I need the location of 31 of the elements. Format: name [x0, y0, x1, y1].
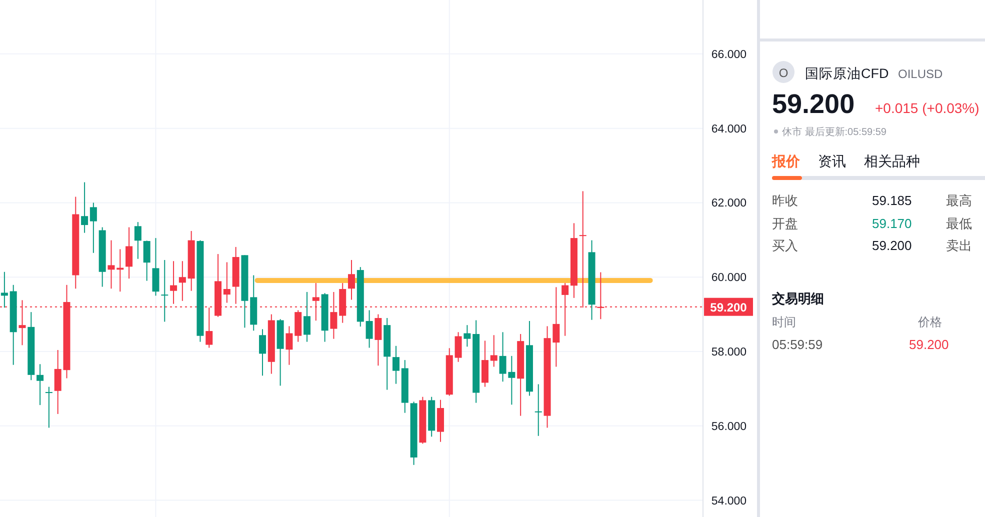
text: 59.170: [872, 216, 912, 231]
text: O: [778, 66, 788, 80]
text: 59.200: [872, 238, 912, 253]
text: +0.015 (+0.03%): [875, 100, 980, 116]
ref-line-label: 59.200: [710, 300, 748, 314]
text: 价格: [917, 315, 942, 329]
text: 59.200: [772, 89, 855, 119]
text: 交易明细: [771, 291, 824, 306]
text: 资讯: [818, 153, 846, 169]
y-tick-label: 64.000: [711, 123, 747, 136]
text: 买入: [772, 238, 798, 253]
text: 开盘: [772, 216, 798, 231]
text: 卖出: [946, 238, 972, 253]
text: OILUSD: [898, 67, 944, 81]
text: 最低: [946, 216, 972, 231]
y-tick-label: 56.000: [711, 420, 747, 433]
text: 国际原油CFD: [805, 66, 889, 81]
y-tick-label: 54.000: [711, 495, 747, 508]
y-tick-label: 66.000: [711, 48, 747, 61]
text: 05:59:59: [772, 337, 823, 352]
y-tick-label: 58.000: [711, 346, 747, 358]
y-tick-label: 62.000: [711, 198, 747, 210]
text: 59.200: [909, 337, 949, 352]
text: 59.185: [872, 193, 912, 208]
text: 休市 最后更新:05:59:59: [782, 126, 887, 138]
text: 报价: [771, 153, 801, 169]
text: 相关品种: [864, 153, 920, 169]
text: 最高: [946, 193, 972, 208]
y-tick-label: 60.000: [711, 272, 747, 284]
text: 时间: [772, 315, 796, 329]
text: 昨收: [772, 193, 798, 208]
